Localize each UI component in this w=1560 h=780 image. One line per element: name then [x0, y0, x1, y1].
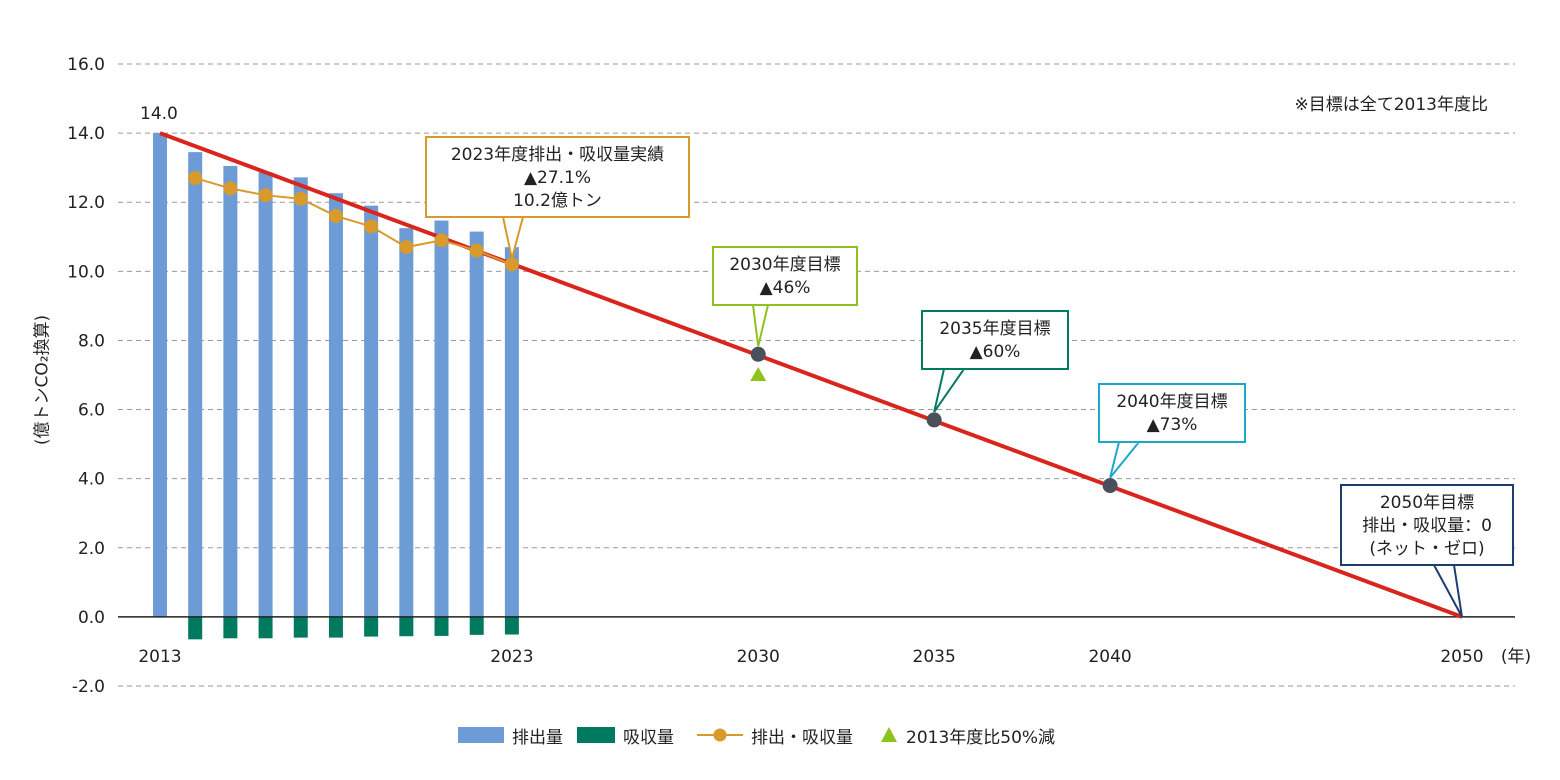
- emission-bar: [434, 220, 449, 617]
- callout-line: ▲46%: [759, 278, 811, 298]
- emission-bar: [364, 205, 379, 617]
- callout-pointer-c2030: [751, 304, 770, 347]
- x-tick-label: 2050: [1440, 647, 1483, 667]
- callout-line: ▲60%: [969, 342, 1021, 362]
- legend-item-net: 排出・吸収量: [697, 722, 853, 748]
- absorption-bar: [434, 616, 449, 636]
- emission-bar: [469, 231, 484, 617]
- half-reduction-marker: [750, 367, 767, 381]
- emission-bar: [188, 152, 203, 617]
- callout-c2035: 2035年度目標 ▲60%: [921, 310, 1069, 370]
- emission-bar: [153, 133, 167, 617]
- absorption-bar: [328, 616, 343, 638]
- callout-c2050: 2050年目標 排出・吸収量：0 (ネット・ゼロ): [1340, 484, 1514, 566]
- callout-pointer-c2035: [933, 368, 966, 413]
- emission-bar: [328, 193, 343, 617]
- x-tick-label: 2023: [490, 647, 533, 667]
- y-tick-label: 12.0: [67, 193, 105, 213]
- legend: 排出量 吸収量 排出・吸収量 2013年度比50%減: [0, 722, 1560, 748]
- callout-c2040: 2040年度目標 ▲73%: [1098, 383, 1246, 443]
- callout-c2023: 2023年度排出・吸収量実績 ▲27.1% 10.2億トン: [425, 136, 690, 218]
- absorption-bar: [223, 616, 238, 639]
- net-emission-point: [364, 219, 379, 234]
- absorption-bar: [293, 616, 308, 638]
- y-tick-label: 2.0: [78, 539, 105, 559]
- emission-bar: [293, 177, 308, 617]
- callout-line: ▲73%: [1146, 415, 1198, 435]
- net-emission-line: [188, 171, 519, 272]
- y-tick-label: 10.0: [67, 262, 105, 282]
- callout-line: 2035年度目標: [939, 319, 1051, 339]
- net-emission-point: [258, 188, 273, 203]
- callout-line: 10.2億トン: [513, 191, 602, 211]
- net-emission-point: [223, 181, 238, 196]
- chart-note: ※目標は全て2013年度比: [1294, 95, 1488, 115]
- emission-bar: [223, 165, 238, 617]
- target-point-2030: [750, 346, 766, 362]
- emission-bar: [504, 247, 519, 617]
- absorption-bar: [364, 616, 379, 637]
- x-tick-label: 2030: [737, 647, 780, 667]
- y-tick-label: 8.0: [78, 331, 105, 351]
- y-tick-label: 16.0: [67, 55, 105, 75]
- legend-label-net: 排出・吸収量: [751, 727, 853, 748]
- target-point-2035: [926, 412, 942, 428]
- legend-swatch-net: [697, 728, 743, 742]
- net-emission-point: [504, 257, 519, 272]
- absorption-bar: [188, 616, 203, 640]
- emission-bar: [399, 228, 414, 617]
- y-tick-label: 0.0: [78, 608, 105, 628]
- callout-line: (ネット・ゼロ): [1369, 539, 1485, 559]
- gridlines: [118, 63, 1515, 687]
- net-emission-point: [328, 209, 343, 224]
- callout-pointers: [501, 215, 1463, 618]
- x-tick-label: 2035: [913, 647, 956, 667]
- first-value-label: 14.0: [140, 104, 178, 124]
- x-axis-unit-label: (年): [1501, 647, 1531, 667]
- net-emission-point: [293, 191, 308, 206]
- y-axis-label-wrap: (億トンCO₂換算): [20, 250, 60, 510]
- callout-line: 2030年度目標: [729, 255, 841, 275]
- callout-c2030: 2030年度目標 ▲46%: [712, 246, 858, 306]
- y-axis-label: (億トンCO₂換算): [32, 314, 53, 446]
- callout-line: 2040年度目標: [1116, 392, 1228, 412]
- y-tick-label: 4.0: [78, 470, 105, 490]
- x-tick-label: 2040: [1088, 647, 1131, 667]
- x-tick-label: 2013: [138, 647, 181, 667]
- net-emission-point: [399, 240, 414, 255]
- legend-item-emission: 排出量: [458, 722, 563, 748]
- net-emission-point: [469, 243, 484, 258]
- legend-item-absorption: 吸収量: [577, 722, 674, 748]
- callout-line: ▲27.1%: [523, 168, 592, 188]
- target-point-2040: [1102, 478, 1118, 494]
- bars: [153, 133, 519, 640]
- callout-line: 排出・吸収量：0: [1362, 516, 1492, 536]
- callout-line: 2050年目標: [1379, 493, 1475, 513]
- net-emission-point: [434, 233, 449, 248]
- target-reduction-line: [159, 131, 1463, 619]
- legend-label-absorption: 吸収量: [623, 727, 674, 748]
- legend-item-half-reduction: 2013年度比50%減: [880, 722, 1055, 748]
- callout-pointer-c2040: [1109, 441, 1142, 479]
- x-axis-ticks: 2013 2023 2030 2035 2040 2050 (年): [138, 647, 1531, 667]
- net-emission-polyline: [194, 177, 513, 266]
- absorption-bar: [504, 616, 519, 635]
- y-axis-ticks: 16.0 14.0 12.0 10.0 8.0 6.0 4.0 2.0 0.0 -2.0: [67, 55, 105, 697]
- net-emission-point: [188, 171, 203, 186]
- legend-label-half-reduction: 2013年度比50%減: [906, 727, 1056, 748]
- absorption-bar: [469, 616, 484, 635]
- emission-bar: [258, 172, 273, 617]
- absorption-bar: [258, 616, 273, 639]
- legend-label-emission: 排出量: [512, 727, 563, 748]
- target-line-group: [159, 131, 1463, 619]
- legend-swatch-triangle-icon: [881, 727, 897, 742]
- legend-swatch-absorption: [577, 727, 615, 743]
- absorption-bar: [399, 616, 414, 637]
- legend-swatch-emission: [458, 727, 504, 743]
- y-tick-label: -2.0: [72, 677, 105, 697]
- y-tick-label: 6.0: [78, 401, 105, 421]
- callout-line: 2023年度排出・吸収量実績: [450, 145, 665, 165]
- y-tick-label: 14.0: [67, 124, 105, 144]
